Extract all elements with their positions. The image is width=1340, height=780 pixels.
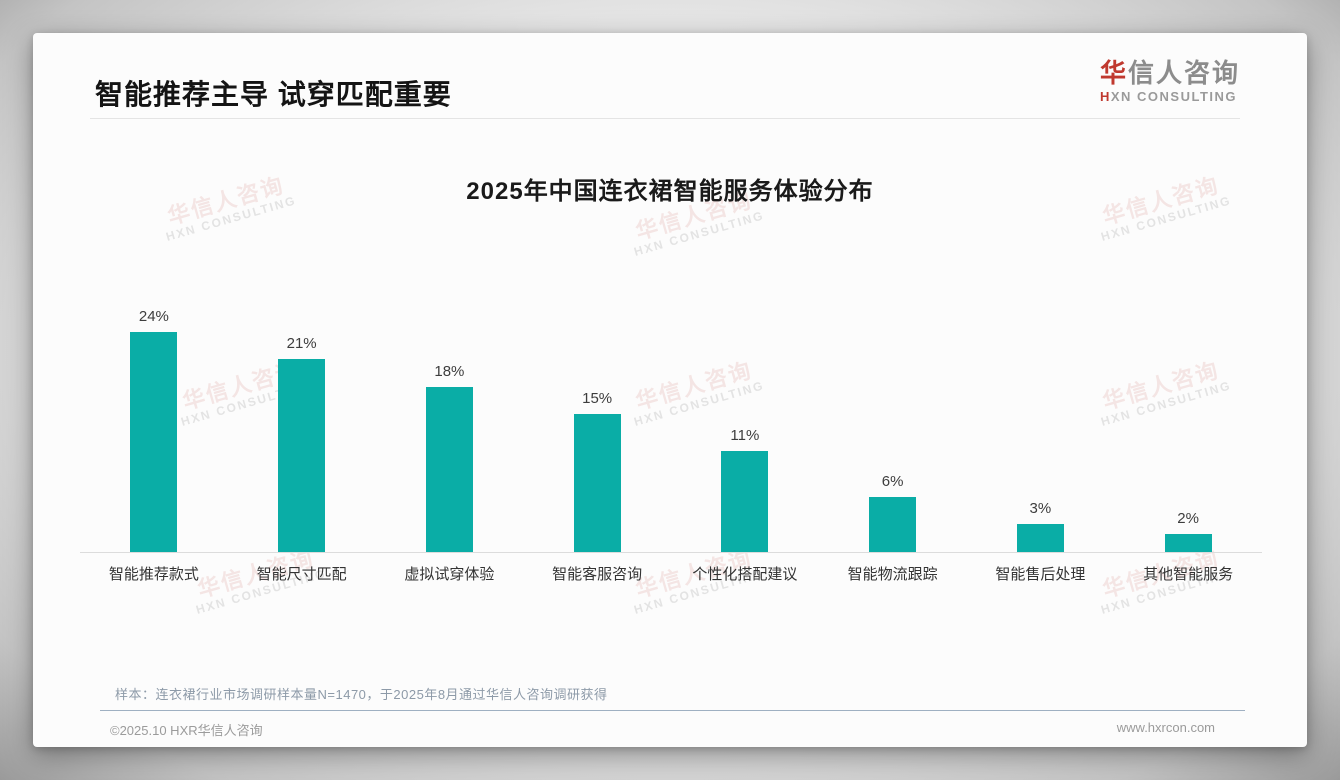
chart-title: 2025年中国连衣裙智能服务体验分布 (466, 178, 874, 205)
bar-value-label: 24% (138, 308, 169, 325)
company-logo: 华信人咨询 HXN CONSULTING (1100, 59, 1240, 104)
category-label: 其他智能服务 (1143, 566, 1234, 583)
bar-column: 11% (671, 427, 819, 552)
bar-value-label: 2% (1177, 510, 1199, 527)
bar-column: 18% (376, 363, 524, 552)
bar (278, 359, 326, 552)
category-label: 智能客服咨询 (552, 566, 643, 583)
bar-value-label: 11% (730, 427, 760, 444)
logo-zh-text: 华信人咨询 (1100, 59, 1240, 88)
category-label: 智能尺寸匹配 (256, 566, 347, 583)
bar-value-label: 15% (582, 390, 613, 407)
category-label: 个性化搭配建议 (692, 566, 798, 583)
category-label: 虚拟试穿体验 (404, 566, 495, 583)
bar-chart-plot-area: 24% 21% 18% 15% 11% 6% 3% 2% (80, 273, 1262, 553)
bar-value-label: 3% (1029, 500, 1052, 517)
bar (425, 387, 473, 552)
bar-chart-category-axis: 智能推荐款式 智能尺寸匹配 虚拟试穿体验 智能客服咨询 个性化搭配建议 智能物流跟踪 智能售… (80, 563, 1262, 584)
watermark-en-text: HXN CONSULTING (632, 208, 767, 260)
footer-divider (100, 710, 1245, 711)
logo-en-rest: XN CONSULTING (1110, 88, 1238, 104)
bar (721, 451, 769, 552)
bar-column: 21% (228, 335, 376, 552)
page-footer: ©2025.10 HXR华信人咨询 www.hxrcon.com (110, 720, 1215, 739)
page-title: 智能推荐主导 试穿匹配重要 (95, 79, 452, 110)
bar-value-label: 6% (881, 473, 904, 490)
logo-en-accent: H (1099, 88, 1111, 104)
bar-column: 2% (1114, 510, 1262, 552)
bar (573, 414, 621, 552)
bar (1016, 524, 1064, 552)
bar-column: 6% (819, 473, 967, 552)
bar-value-label: 21% (286, 335, 317, 352)
bar-column: 24% (80, 308, 228, 552)
copyright-text: ©2025.10 HXR华信人咨询 (110, 723, 263, 738)
logo-zh-accent: 华 (1099, 58, 1128, 88)
logo-en-text: HXN CONSULTING (1100, 89, 1240, 104)
bar (130, 332, 178, 552)
header-divider (90, 118, 1240, 119)
logo-zh-rest: 信人咨询 (1127, 58, 1240, 88)
bar (869, 497, 917, 552)
category-label: 智能推荐款式 (108, 566, 199, 583)
bar-column: 15% (523, 390, 671, 552)
category-label: 智能物流跟踪 (847, 566, 938, 583)
website-text: www.hxrcon.com (1116, 720, 1215, 735)
category-label: 智能售后处理 (995, 566, 1086, 583)
sample-note: 样本：连衣裙行业市场调研样本量N=1470，于2025年8月通过华信人咨询调研获… (115, 687, 608, 702)
bar (1164, 534, 1212, 552)
bar-column: 3% (967, 500, 1115, 552)
bar-value-label: 18% (434, 363, 465, 380)
report-card: 华信人咨询 HXN CONSULTING 华信人咨询 HXN CONSULTIN… (33, 33, 1307, 747)
